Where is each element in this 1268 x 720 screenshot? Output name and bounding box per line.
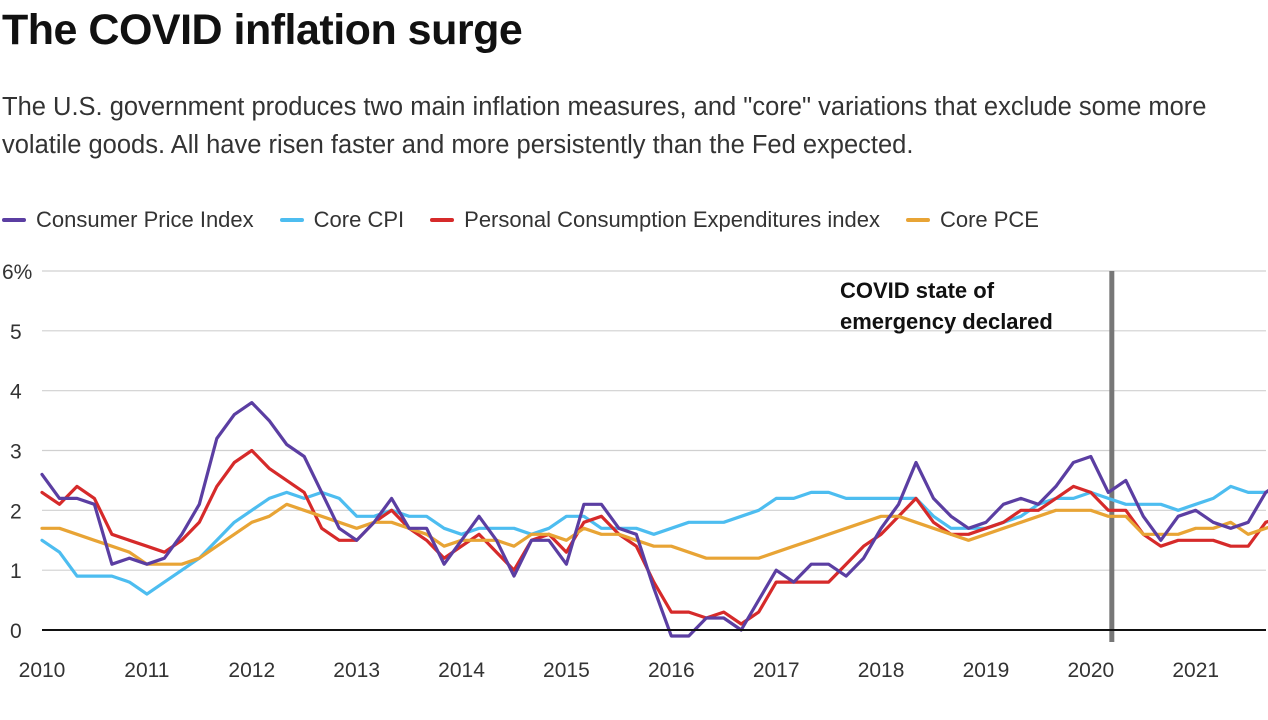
y-tick-label: 5	[10, 321, 22, 344]
y-tick-label: 4	[10, 381, 22, 404]
x-tick-label: 2010	[19, 659, 66, 682]
x-tick-label: 2014	[438, 659, 485, 682]
series-line-cpi	[40, 401, 1268, 638]
series-lines	[40, 401, 1268, 638]
legend-label-core-cpi: Core CPI	[313, 207, 405, 232]
x-axis-labels: 2010 2011 2012 2013 2014 2015 2016 2017 2018 2019…	[19, 659, 1219, 682]
chart-subtitle: The U.S. government produces two main in…	[2, 93, 1207, 159]
legend-item-core-cpi: Core CPI	[279, 207, 405, 233]
chart-legend: Consumer Price Index Core CPI Personal C…	[2, 203, 1065, 237]
legend-item-core-pce: Core PCE	[905, 207, 1039, 233]
y-tick-label: 3	[10, 441, 22, 464]
legend-swatch-cpi	[2, 218, 26, 222]
y-axis-labels: 6% 5 4 3 2 1 0	[2, 261, 32, 643]
x-tick-label: 2017	[753, 659, 800, 682]
legend-swatch-core-cpi	[279, 218, 304, 222]
annotation-line-2: emergency declared	[840, 309, 1053, 334]
legend-label-core-pce: Core PCE	[939, 207, 1039, 232]
x-tick-label: 2020	[1067, 659, 1114, 682]
x-tick-label: 2021	[1172, 659, 1219, 682]
x-tick-label: 2016	[648, 659, 695, 682]
y-tick-label: 2	[10, 500, 22, 523]
legend-label-pce: Personal Consumption Expenditures index	[464, 207, 880, 232]
legend-swatch-core-pce	[905, 218, 930, 222]
legend-item-cpi: Consumer Price Index	[2, 207, 254, 233]
series-line-core-pce	[40, 502, 1268, 566]
legend-label-cpi: Consumer Price Index	[36, 207, 254, 232]
y-tick-label: 0	[10, 620, 22, 643]
chart-title: The COVID inflation surge	[2, 6, 523, 54]
x-tick-label: 2019	[963, 659, 1010, 682]
legend-item-pce: Personal Consumption Expenditures index	[430, 207, 880, 233]
x-tick-label: 2013	[333, 659, 380, 682]
annotation-line-1: COVID state of	[840, 278, 995, 303]
y-tick-label: 1	[10, 560, 22, 583]
legend-swatch-pce	[430, 218, 455, 222]
x-tick-label: 2012	[228, 659, 275, 682]
x-tick-label: 2018	[858, 659, 905, 682]
series-line-pce	[40, 448, 1268, 626]
gridlines	[42, 270, 1266, 571]
y-tick-label: 6%	[2, 261, 32, 284]
x-tick-label: 2011	[124, 659, 169, 682]
covid-annotation: COVID state of emergency declared	[840, 271, 1115, 642]
series-line-core-cpi	[40, 484, 1268, 596]
x-tick-label: 2015	[543, 659, 590, 682]
